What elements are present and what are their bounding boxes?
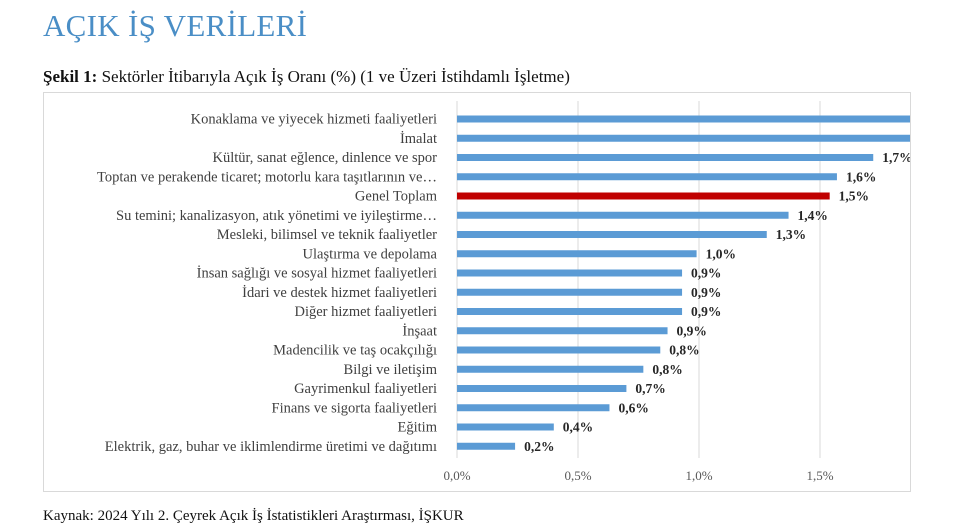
figure-caption-text: Sektörler İtibarıyla Açık İş Oranı (%) (… <box>101 67 570 86</box>
category-label: Madencilik ve taş ocakçılığı <box>273 343 437 359</box>
category-label: Konaklama ve yiyecek hizmeti faaliyetler… <box>191 112 437 128</box>
bar <box>457 327 668 335</box>
data-label: 0,7% <box>635 381 665 396</box>
category-label: Diğer hizmet faaliyetleri <box>294 304 437 320</box>
x-tick-label: 1,0% <box>685 468 712 483</box>
bar <box>457 385 627 392</box>
category-label: İnşaat <box>402 323 437 339</box>
category-label: Gayrimenkul faaliyetleri <box>294 381 437 397</box>
x-tick-label: 0,0% <box>443 468 470 483</box>
data-label: 1,5% <box>839 189 869 204</box>
category-label: Genel Toplam <box>355 189 438 205</box>
bar <box>457 211 789 219</box>
bar <box>457 404 610 412</box>
category-label: Toptan ve perakende ticaret; motorlu kar… <box>97 169 437 185</box>
category-label: İnsan sağlığı ve sosyal hizmet faaliyetl… <box>197 266 437 282</box>
bar <box>457 250 697 258</box>
data-label: 0,6% <box>618 400 648 415</box>
data-label: 0,9% <box>691 266 721 281</box>
data-label: 1,3% <box>776 227 806 242</box>
category-label: Finans ve sigorta faaliyetleri <box>272 400 438 416</box>
chart-frame: 0,0%0,5%1,0%1,5%2,0%2,5%3,0%3,5%Konaklam… <box>43 92 911 492</box>
data-label: 0,2% <box>524 439 554 454</box>
data-label: 0,4% <box>563 420 593 435</box>
bar <box>457 154 874 161</box>
category-label: Su temini; kanalizasyon, atık yönetimi v… <box>116 208 437 224</box>
bar-chart: 0,0%0,5%1,0%1,5%2,0%2,5%3,0%3,5%Konaklam… <box>97 101 910 483</box>
bar <box>457 115 910 123</box>
category-label: Elektrik, gaz, buhar ve iklimlendirme ür… <box>105 439 437 455</box>
figure-caption: Şekil 1: Sektörler İtibarıyla Açık İş Or… <box>43 67 570 87</box>
category-label: İdari ve destek hizmet faaliyetleri <box>242 285 437 301</box>
data-label: 1,7% <box>882 150 910 165</box>
bar <box>457 423 554 431</box>
category-label: İmalat <box>400 131 437 147</box>
category-label: Mesleki, bilimsel ve teknik faaliyetler <box>217 227 437 243</box>
bar <box>457 173 837 181</box>
x-tick-label: 1,5% <box>806 468 833 483</box>
bar-highlight <box>457 192 830 200</box>
data-label: 0,8% <box>652 362 682 377</box>
data-label: 0,9% <box>691 285 721 300</box>
data-label: 1,0% <box>706 246 736 261</box>
bar <box>457 231 767 238</box>
bar <box>457 365 644 373</box>
category-label: Kültür, sanat eğlence, dinlence ve spor <box>213 150 438 166</box>
figure-caption-label: Şekil 1: <box>43 67 98 86</box>
bar <box>457 288 683 296</box>
data-label: 1,4% <box>798 208 828 223</box>
source-note: Kaynak: 2024 Yılı 2. Çeyrek Açık İş İsta… <box>43 508 464 524</box>
category-label: Ulaştırma ve depolama <box>303 246 438 262</box>
x-tick-label: 0,5% <box>564 468 591 483</box>
category-label: Bilgi ve iletişim <box>344 362 438 378</box>
data-label: 0,9% <box>677 323 707 338</box>
data-label: 0,8% <box>669 343 699 358</box>
bar <box>457 346 661 354</box>
bar <box>457 269 683 277</box>
bar <box>457 442 516 450</box>
category-label: Eğitim <box>398 420 438 436</box>
bar <box>457 308 683 315</box>
data-label: 0,9% <box>691 304 721 319</box>
data-label: 1,6% <box>846 169 876 184</box>
bar <box>457 134 910 142</box>
page-title: AÇIK İŞ VERİLERİ <box>43 8 308 43</box>
